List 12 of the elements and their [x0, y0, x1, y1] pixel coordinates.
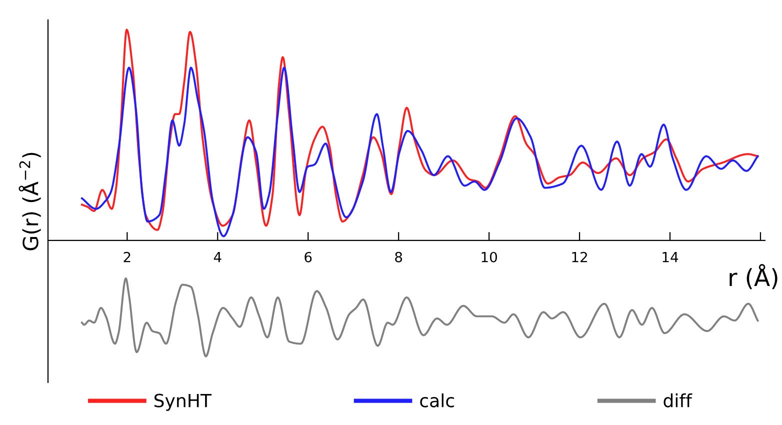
y-axis-title: G(r) (Å$^{−2}$)	[18, 152, 41, 250]
x-tick-label: 8	[395, 252, 402, 262]
x-tick-label: 10	[482, 252, 497, 262]
x-tick-label: 4	[214, 252, 222, 262]
x-tick-label: 2	[124, 252, 130, 262]
legend-label: calc	[420, 393, 454, 408]
x-tick-label: 12	[572, 252, 587, 262]
legend-label: diff	[664, 393, 692, 408]
x-tick-label: 6	[304, 252, 312, 262]
x-tick-label: 14	[662, 252, 678, 262]
x-axis-title: r (Å)	[730, 264, 778, 290]
legend-label: SynHT	[154, 394, 212, 411]
